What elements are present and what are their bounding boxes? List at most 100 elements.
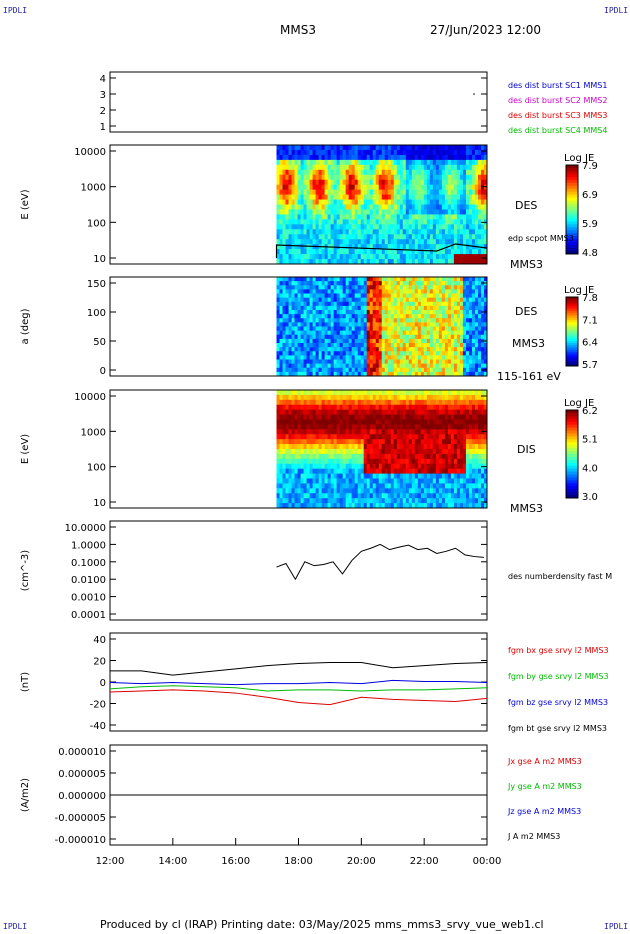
heatmap-cell — [363, 404, 368, 411]
heatmap-cell — [396, 343, 401, 348]
heatmap-cell — [297, 453, 301, 460]
heatmap-cell — [405, 234, 410, 240]
heatmap-cell — [330, 277, 335, 282]
heatmap-cell — [339, 434, 344, 440]
heatmap-cell — [408, 297, 413, 303]
heatmap-cell — [282, 164, 286, 171]
heatmap-cell — [417, 424, 422, 430]
heatmap-cell — [363, 347, 368, 352]
heatmap-cell — [456, 330, 461, 336]
heatmap-cell — [288, 359, 292, 365]
heatmap-cell — [435, 244, 440, 250]
heatmap-cell — [438, 404, 443, 411]
heatmap-cell — [324, 229, 329, 235]
heatmap-cell — [480, 244, 485, 250]
heatmap-cell — [483, 204, 488, 210]
heatmap-cell — [372, 297, 377, 303]
heatmap-cell — [477, 219, 482, 225]
heatmap-cell — [351, 449, 356, 455]
heatmap-cell — [333, 473, 338, 479]
heatmap-cell — [441, 419, 446, 425]
heatmap-cell — [336, 429, 341, 435]
heatmap-cell — [459, 390, 464, 396]
heatmap-cell — [363, 444, 368, 450]
heatmap-cell — [444, 463, 449, 470]
heatmap-cell — [330, 322, 335, 327]
heatmap-cell — [426, 301, 431, 307]
heatmap-cell — [384, 338, 389, 344]
heatmap-cell — [315, 367, 320, 373]
heatmap-cell — [345, 194, 350, 200]
heatmap-cell — [447, 449, 452, 455]
heatmap-cell — [369, 363, 374, 369]
heatmap-cell — [393, 189, 398, 195]
heatmap-cell — [321, 154, 326, 161]
heatmap-cell — [294, 419, 298, 425]
heatmap-cell — [438, 199, 443, 205]
heatmap-cell — [324, 404, 329, 411]
heatmap-cell — [456, 145, 461, 151]
heatmap-cell — [420, 458, 425, 465]
heatmap-cell — [297, 478, 301, 484]
heatmap-cell — [402, 194, 407, 200]
heatmap-cell — [282, 419, 286, 425]
heatmap-cell — [420, 453, 425, 460]
heatmap-cell — [393, 404, 398, 411]
heatmap-cell — [354, 159, 359, 166]
heatmap-cell — [477, 159, 482, 166]
heatmap-cell — [417, 429, 422, 435]
heatmap-cell — [411, 322, 416, 327]
heatmap-cell — [303, 404, 307, 411]
heatmap-cell — [390, 189, 395, 195]
heatmap-cell — [300, 390, 304, 396]
heatmap-cell — [399, 463, 404, 470]
heatmap-cell — [387, 347, 392, 352]
heatmap-cell — [339, 394, 344, 401]
heatmap-cell — [405, 310, 410, 315]
heatmap-cell — [390, 414, 395, 420]
heatmap-cell — [408, 424, 413, 430]
heatmap-cell — [321, 429, 326, 435]
heatmap-cell — [354, 249, 359, 255]
heatmap-cell — [276, 179, 280, 186]
heatmap-cell — [375, 224, 380, 230]
heatmap-cell — [285, 277, 289, 282]
heatmap-cell — [330, 310, 335, 315]
heatmap-cell — [285, 281, 289, 286]
heatmap-cell — [477, 293, 482, 299]
panel-2-colorbar-tick: 7.8 — [582, 293, 598, 304]
heatmap-cell — [285, 169, 289, 176]
heatmap-cell — [441, 498, 446, 504]
heatmap-cell — [399, 359, 404, 365]
heatmap-cell — [372, 164, 377, 171]
heatmap-cell — [375, 184, 380, 191]
heatmap-cell — [414, 277, 419, 282]
heatmap-cell — [462, 174, 467, 181]
heatmap-cell — [297, 468, 301, 474]
heatmap-cell — [357, 371, 362, 377]
heatmap-cell — [372, 234, 377, 240]
heatmap-cell — [465, 359, 470, 365]
heatmap-cell — [477, 289, 482, 294]
heatmap-cell — [450, 434, 455, 440]
heatmap-cell — [348, 330, 353, 336]
heatmap-cell — [315, 434, 320, 440]
heatmap-cell — [357, 439, 362, 445]
heatmap-cell — [459, 322, 464, 327]
heatmap-cell — [447, 463, 452, 470]
heatmap-cell — [417, 189, 422, 195]
heatmap-cell — [483, 224, 488, 230]
colorbar-step — [566, 173, 578, 178]
heatmap-cell — [405, 174, 410, 181]
heatmap-cell — [336, 159, 341, 166]
heatmap-cell — [363, 310, 368, 315]
heatmap-cell — [378, 458, 383, 465]
heatmap-cell — [282, 498, 286, 504]
heatmap-cell — [483, 351, 488, 356]
heatmap-cell — [396, 310, 401, 315]
heatmap-cell — [294, 301, 298, 307]
heatmap-cell — [444, 359, 449, 365]
heatmap-cell — [318, 498, 323, 504]
heatmap-cell — [309, 184, 313, 191]
heatmap-cell — [336, 424, 341, 430]
